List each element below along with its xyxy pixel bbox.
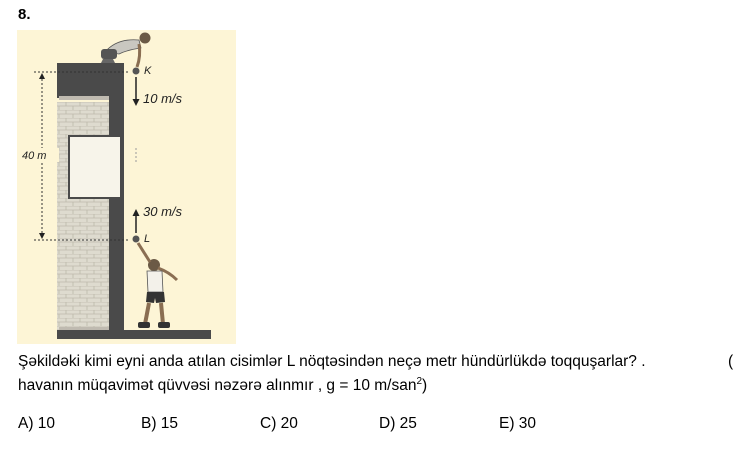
question-line-1-trailing: (: [728, 353, 734, 370]
point-l-label: L: [144, 233, 150, 245]
speed-l-label: 30 m/s: [143, 204, 183, 219]
question-line-2-superscript: 2: [416, 375, 423, 387]
man-at-bottom-figure: [136, 242, 179, 328]
speed-k-label: 10 m/s: [143, 91, 183, 106]
ground: [57, 330, 211, 339]
ball-k: [132, 67, 140, 75]
building-roof: [57, 63, 124, 98]
building-side: [109, 98, 124, 331]
question-text: Şəkildəki kimi eyni anda atılan cisimlər…: [18, 350, 740, 398]
arrow-k-head: [132, 99, 140, 106]
question-number: 8.: [18, 6, 31, 23]
roof-ledge: [59, 96, 109, 100]
bottom-ledge: [59, 327, 109, 331]
option-c[interactable]: C) 20: [260, 415, 298, 432]
option-b[interactable]: B) 15: [141, 415, 179, 432]
height-arrow-up: [39, 73, 45, 79]
question-line-1-text: Şəkildəki kimi eyni anda atılan cisimlər…: [18, 353, 646, 370]
figure-background: [17, 30, 236, 344]
window: [68, 135, 122, 199]
height-label: 40 m: [22, 150, 46, 162]
option-d[interactable]: D) 25: [379, 415, 417, 432]
option-e[interactable]: E) 30: [499, 415, 537, 432]
question-line-2: havanın müqavimət qüvvəsi nəzərə alınmır…: [18, 374, 740, 398]
physics-figure: 40 m K 10 m/s 30 m/s L: [17, 30, 236, 344]
option-a[interactable]: A) 10: [18, 415, 56, 432]
man-on-roof-figure: [101, 32, 151, 68]
point-k-label: K: [144, 65, 152, 77]
ball-l: [132, 235, 140, 243]
height-arrow-down: [39, 233, 45, 239]
question-line-2-close: ): [422, 377, 428, 394]
question-line-1: Şəkildəki kimi eyni anda atılan cisimlər…: [18, 350, 740, 374]
arrow-l-head: [132, 209, 140, 216]
question-line-2-text: havanın müqavimət qüvvəsi nəzərə alınmır…: [18, 377, 417, 394]
